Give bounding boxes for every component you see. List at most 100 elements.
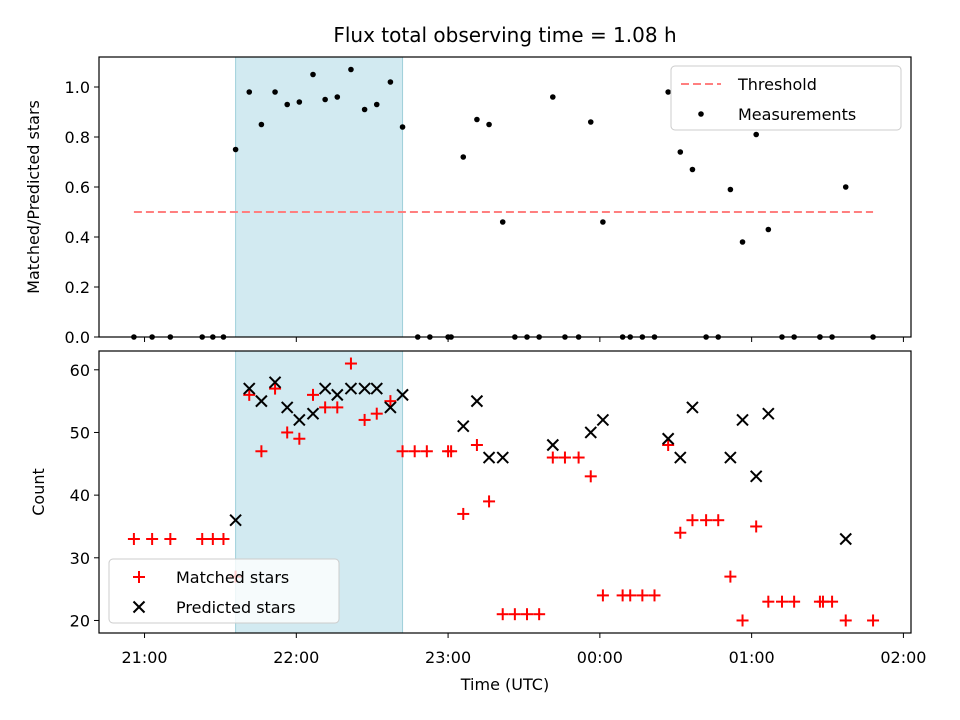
matched-star-point (217, 533, 230, 545)
matched-star-point (596, 589, 609, 602)
x-marker-stroke (724, 451, 737, 464)
legend-label: Threshold (737, 75, 817, 94)
matched-star-point (762, 595, 775, 608)
x-marker-stroke (736, 413, 749, 427)
x-marker-stroke (243, 382, 256, 395)
measurement-point (246, 89, 253, 95)
x-marker-stroke (661, 432, 675, 445)
measurement-point (689, 166, 696, 173)
x-marker-stroke (584, 426, 597, 439)
ratio-panel: 0.0 0.2 0.4 0.6 0.8 1.0 Matched/Predicted star… (24, 56, 912, 347)
matched-star-point (533, 608, 546, 621)
measurement-point (550, 94, 556, 100)
predicted-star-point (370, 382, 383, 395)
matched-star-point (521, 608, 534, 621)
matched-star-point (686, 514, 699, 527)
predicted-star-point (546, 438, 560, 452)
x-marker-stroke (229, 513, 242, 527)
matched-star-point (255, 445, 268, 458)
predicted-star-point (293, 413, 306, 427)
matched-star-point (558, 451, 571, 464)
measurement-point (387, 79, 394, 85)
measurement-point (284, 101, 291, 108)
x-marker-stroke (370, 382, 383, 395)
axes-frame (98, 350, 912, 634)
x-marker-stroke (344, 382, 358, 395)
measurement-point (296, 99, 303, 105)
x-marker-stroke (132, 600, 146, 614)
y-tick-label: 60 (70, 361, 90, 380)
legend-predicted-swatch (132, 600, 146, 614)
matched-star-point (331, 401, 344, 414)
legend-box (670, 65, 902, 131)
x-marker-stroke (839, 532, 852, 546)
predicted-star-point (229, 513, 242, 527)
measurement-point (373, 101, 380, 108)
predicted-star-point (331, 388, 344, 402)
matched-star-point (307, 388, 320, 401)
legend-box (108, 558, 340, 624)
predicted-star-point (839, 532, 852, 546)
legend-label: Measurements (738, 105, 856, 124)
measurement-point (486, 121, 492, 128)
matched-star-point (370, 407, 383, 420)
matched-star-point (457, 507, 470, 520)
x-marker-stroke (255, 394, 268, 408)
measurement-point (361, 106, 368, 113)
x-tick-label: 22:00 (273, 648, 319, 667)
y-tick-label: 0.6 (65, 178, 90, 197)
matched-star-point (420, 445, 433, 458)
measurement-point (739, 239, 746, 245)
matched-star-point (384, 395, 397, 408)
measurement-point (460, 154, 467, 160)
predicted-star-point (318, 382, 332, 395)
legend-label: Predicted stars (176, 598, 296, 617)
x-marker-stroke (384, 401, 397, 414)
predicted-star-point (496, 451, 509, 464)
predicted-star-point (584, 426, 597, 439)
matched-star-point (775, 595, 788, 608)
matched-star-point (206, 533, 219, 545)
legend-label: Matched stars (176, 568, 289, 587)
measurement-point (348, 66, 354, 73)
matched-star-point (127, 533, 140, 545)
matched-star-point (572, 451, 585, 464)
x-tick-label: 02:00 (880, 648, 926, 667)
x-marker-stroke (762, 407, 775, 420)
measurement-point (587, 119, 594, 125)
chart-title: Flux total observing time = 1.08 h (333, 23, 676, 47)
x-tick-label: 00:00 (577, 648, 623, 667)
x-axis-label: Time (UTC) (460, 675, 549, 694)
matched-star-point (408, 445, 421, 458)
measurement-point (677, 149, 684, 155)
matched-star-point (839, 614, 852, 627)
x-marker-stroke (396, 388, 409, 402)
matched-star-point (146, 533, 159, 545)
measurement-point (322, 96, 328, 103)
predicted-star-point (255, 394, 268, 408)
x-tick-label: 01:00 (729, 648, 775, 667)
matched-star-point (164, 533, 177, 545)
y-tick-label: 50 (70, 423, 90, 442)
matched-star-point (816, 595, 829, 608)
matched-star-point (636, 589, 649, 602)
matched-star-point (243, 388, 256, 401)
predicted-star-point (268, 376, 282, 389)
predicted-star-point (661, 432, 675, 445)
x-marker-stroke (482, 451, 496, 464)
x-marker-stroke (596, 413, 610, 427)
legend-measurement-swatch (698, 111, 704, 117)
matched-star-point (724, 570, 737, 583)
measurement-point (258, 121, 265, 128)
measurement-point (232, 146, 239, 153)
predicted-star-point (457, 419, 470, 433)
measurement-point (310, 71, 316, 78)
matched-star-point (496, 608, 509, 621)
predicted-star-point (358, 382, 371, 395)
count-panel: 20 30 40 50 60 21:00 22:00 23:00 00:00 01:00 02:00… (29, 350, 926, 694)
matched-star-point (712, 514, 725, 527)
matched-star-point (445, 445, 458, 458)
y-tick-label: 0.0 (65, 328, 90, 347)
predicted-star-point (344, 382, 358, 395)
